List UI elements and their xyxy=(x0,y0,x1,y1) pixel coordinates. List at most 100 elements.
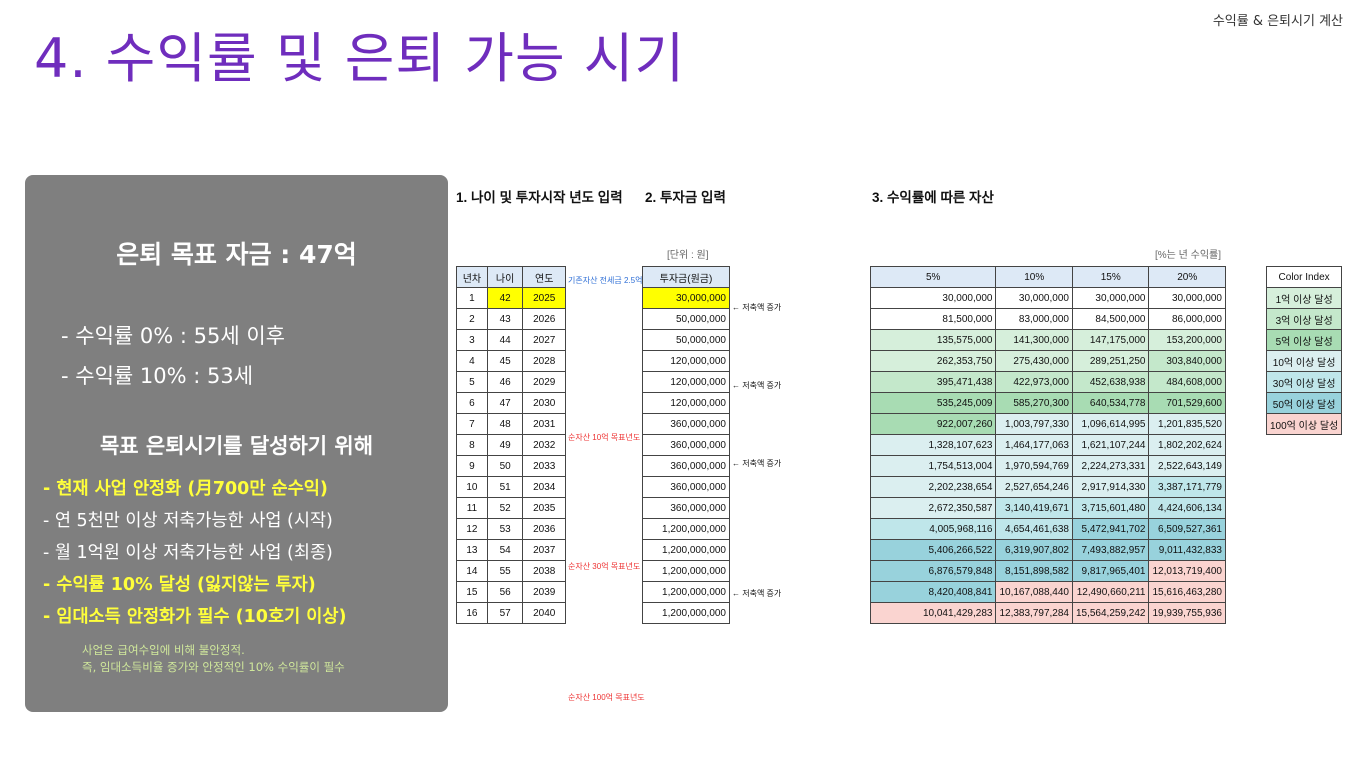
year-index-cell: 2 xyxy=(456,308,488,330)
asset-value-cell: 1,464,177,063 xyxy=(995,434,1073,456)
table-row: 535,245,009 585,270,300 640,534,778 701,529… xyxy=(869,392,1226,414)
asset-value-cell: 395,471,438 xyxy=(869,371,997,393)
asset-value-cell: 2,202,238,654 xyxy=(869,476,997,498)
table-row: 120,000,000 xyxy=(642,350,730,372)
investment-cell: 360,000,000 xyxy=(642,413,730,435)
page-title: 4. 수익률 및 은퇴 가능 시기 xyxy=(34,27,686,90)
calendar-year-cell: 2037 xyxy=(522,539,566,561)
table-row: 8,420,408,841 10,167,088,440 12,490,660,21… xyxy=(869,581,1226,603)
asset-value-cell: 30,000,000 xyxy=(1148,287,1226,309)
table-row: 1 42 2025 xyxy=(456,287,566,309)
asset-value-cell: 585,270,300 xyxy=(995,392,1073,414)
asset-value-cell: 84,500,000 xyxy=(1071,308,1150,330)
color-index-legend: Color Index 1억 이상 달성 3억 이상 달성 5억 이상 달성 10억 … xyxy=(1265,266,1343,435)
investment-cell: 30,000,000 xyxy=(642,287,730,309)
calendar-year-cell: 2032 xyxy=(522,434,566,456)
asset-value-cell: 30,000,000 xyxy=(995,287,1073,309)
asset-value-cell: 4,424,606,134 xyxy=(1148,497,1226,519)
asset-value-cell: 701,529,600 xyxy=(1148,392,1226,414)
year-index-cell: 7 xyxy=(456,413,488,435)
year-index-cell: 6 xyxy=(456,392,488,414)
legend-swatch-label: 10억 이상 달성 xyxy=(1265,350,1343,372)
asset-value-cell: 6,876,579,848 xyxy=(869,560,997,582)
table-row: 360,000,000 xyxy=(642,413,730,435)
age-cell: 57 xyxy=(486,602,524,624)
table-row: 1,200,000,000 xyxy=(642,581,730,603)
asset-value-cell: 7,493,882,957 xyxy=(1071,539,1150,561)
legend-row: 100억 이상 달성 xyxy=(1265,413,1343,435)
table-row: 11 52 2035 xyxy=(456,497,566,519)
table-row: 5,406,266,522 6,319,907,802 7,493,882,957 9… xyxy=(869,539,1226,561)
year-index-cell: 15 xyxy=(456,581,488,603)
table-row: 2 43 2026 xyxy=(456,308,566,330)
asset-value-cell: 5,406,266,522 xyxy=(869,539,997,561)
asset-value-cell: 86,000,000 xyxy=(1148,308,1226,330)
rate-unit-label: [%는 년 수익률] xyxy=(1155,250,1222,261)
plan-note: 사업은 급여수입에 비해 불안정적. xyxy=(82,643,245,657)
legend-swatch-label: 3억 이상 달성 xyxy=(1265,308,1343,330)
legend-row: 50억 이상 달성 xyxy=(1265,392,1343,414)
asset-value-cell: 15,564,259,242 xyxy=(1071,602,1150,624)
table-row: 6 47 2030 xyxy=(456,392,566,414)
calendar-year-cell: 2039 xyxy=(522,581,566,603)
plan-item: - 월 1억원 이상 저축가능한 사업 (최종) xyxy=(43,543,333,563)
asset-value-cell: 30,000,000 xyxy=(869,287,997,309)
age-cell: 54 xyxy=(486,539,524,561)
age-cell: 56 xyxy=(486,581,524,603)
calendar-year-cell: 2029 xyxy=(522,371,566,393)
asset-value-cell: 1,802,202,624 xyxy=(1148,434,1226,456)
table-row: 1,200,000,000 xyxy=(642,602,730,624)
table-row: 395,471,438 422,973,000 452,638,938 484,608… xyxy=(869,371,1226,393)
investment-cell: 50,000,000 xyxy=(642,308,730,330)
legend-swatch-label: 5억 이상 달성 xyxy=(1265,329,1343,351)
plan-item: - 연 5천만 이상 저축가능한 사업 (시작) xyxy=(43,511,333,531)
table-row: 15 56 2039 xyxy=(456,581,566,603)
asset-value-cell: 81,500,000 xyxy=(869,308,997,330)
rate-10-line: - 수익률 10% : 53세 xyxy=(61,364,254,388)
table-row: 360,000,000 xyxy=(642,434,730,456)
table-row: 2,672,350,587 3,140,419,671 3,715,601,480 4… xyxy=(869,497,1226,519)
legend-swatch-label: 30억 이상 달성 xyxy=(1265,371,1343,393)
investment-cell: 1,200,000,000 xyxy=(642,581,730,603)
table-row: 1,200,000,000 xyxy=(642,560,730,582)
asset-value-cell: 30,000,000 xyxy=(1071,287,1150,309)
calendar-year-cell: 2038 xyxy=(522,560,566,582)
table-row: 3 44 2027 xyxy=(456,329,566,351)
asset-value-cell: 147,175,000 xyxy=(1071,329,1150,351)
age-cell: 51 xyxy=(486,476,524,498)
table-row: 120,000,000 xyxy=(642,371,730,393)
asset-value-cell: 2,522,643,149 xyxy=(1148,455,1226,477)
asset-value-cell: 12,383,797,284 xyxy=(995,602,1073,624)
table-row: 10,041,429,283 12,383,797,284 15,564,259,2… xyxy=(869,602,1226,624)
column-header: 나이 xyxy=(486,266,524,288)
asset-value-cell: 1,970,594,769 xyxy=(995,455,1073,477)
asset-value-cell: 1,201,835,520 xyxy=(1148,413,1226,435)
year-index-cell: 5 xyxy=(456,371,488,393)
plan-item: - 수익률 10% 달성 (잃지않는 투자) xyxy=(43,575,316,595)
savings-increase-note: ← 저축액 증가 xyxy=(732,303,782,312)
asset-value-cell: 1,328,107,623 xyxy=(869,434,997,456)
table-row: 922,007,260 1,003,797,330 1,096,614,995 1,2… xyxy=(869,413,1226,435)
asset-value-cell: 2,224,273,331 xyxy=(1071,455,1150,477)
column-header: 연도 xyxy=(522,266,566,288)
table-row: 4 45 2028 xyxy=(456,350,566,372)
asset-value-cell: 452,638,938 xyxy=(1071,371,1150,393)
table-row: 12 53 2036 xyxy=(456,518,566,540)
savings-increase-note: ← 저축액 증가 xyxy=(732,459,782,468)
age-cell: 42 xyxy=(486,287,524,309)
column-header: 20% xyxy=(1148,266,1226,288)
investment-cell: 1,200,000,000 xyxy=(642,602,730,624)
plan-item: - 현재 사업 안정화 (月700만 순수익) xyxy=(43,479,328,499)
legend-swatch-label: 1억 이상 달성 xyxy=(1265,287,1343,309)
age-cell: 52 xyxy=(486,497,524,519)
asset-value-cell: 1,096,614,995 xyxy=(1071,413,1150,435)
asset-value-cell: 422,973,000 xyxy=(995,371,1073,393)
column-header: 투자금(원금) xyxy=(642,266,730,288)
asset-value-cell: 1,754,513,004 xyxy=(869,455,997,477)
calendar-year-cell: 2031 xyxy=(522,413,566,435)
asset-value-cell: 5,472,941,702 xyxy=(1071,518,1150,540)
table-row: 30,000,000 xyxy=(642,287,730,309)
calendar-year-cell: 2036 xyxy=(522,518,566,540)
section-1-title: 1. 나이 및 투자시작 년도 입력 xyxy=(456,190,623,205)
legend-row: 3억 이상 달성 xyxy=(1265,308,1343,330)
